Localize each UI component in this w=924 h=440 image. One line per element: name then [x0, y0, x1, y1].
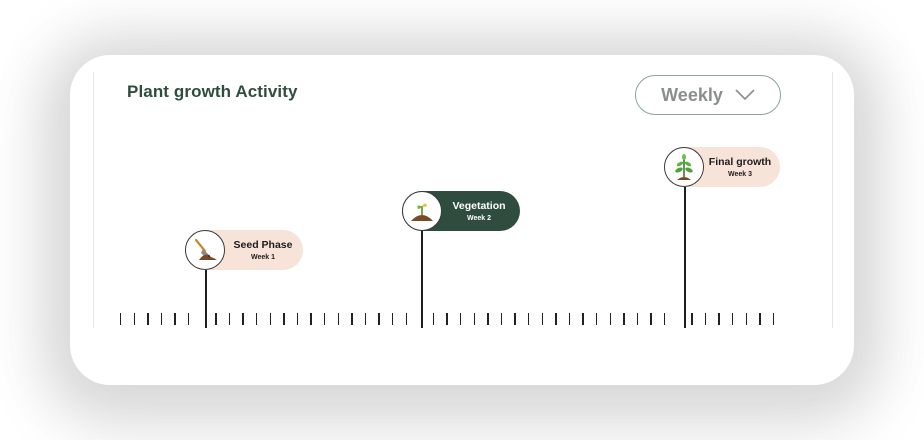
ruler-tick [120, 313, 122, 325]
ruler-tick [664, 313, 666, 325]
stage-week: Week 3 [728, 170, 752, 178]
ruler-tick [514, 313, 516, 325]
period-dropdown-value: Weekly [661, 84, 723, 105]
ruler-tick [609, 313, 611, 325]
ruler-tick [432, 313, 435, 325]
ruler-tick [310, 313, 312, 325]
period-dropdown[interactable]: Weekly [635, 75, 781, 115]
ruler-tick [555, 313, 557, 325]
stage-title: Final growth [708, 155, 772, 168]
ruler-tick [623, 313, 625, 325]
ruler-tick [174, 313, 176, 325]
ruler-tick [528, 313, 530, 325]
ruler-tick [269, 313, 271, 325]
ruler-tick [718, 313, 720, 325]
ruler-tick [364, 313, 367, 325]
page-title: Plant growth Activity [127, 82, 298, 101]
ruler-tick [487, 313, 489, 325]
ruler-tick [378, 313, 380, 325]
stage-week: Week 1 [251, 253, 275, 261]
ruler-tick [337, 313, 339, 325]
ruler-tick [759, 313, 761, 325]
stage-marker-line [205, 270, 207, 328]
ruler-tick [446, 313, 448, 325]
ruler-tick [636, 313, 639, 325]
grown-plant-icon [664, 147, 704, 187]
ruler-tick [242, 313, 244, 325]
ruler-tick [351, 313, 353, 325]
ruler-tick [405, 313, 407, 325]
ruler-tick [296, 313, 299, 325]
ruler-tick [256, 313, 258, 325]
shovel-soil-icon [185, 230, 225, 270]
stage-title: Vegetation [452, 199, 506, 212]
ruler-tick [500, 313, 503, 325]
ruler-tick [732, 313, 734, 325]
ruler-tick [188, 313, 190, 325]
ruler-tick [215, 313, 217, 325]
ruler-tick [147, 313, 149, 325]
stage-marker-line [421, 230, 423, 328]
ruler-tick [473, 313, 475, 325]
ruler-tick [283, 313, 285, 325]
ruler-tick [392, 313, 394, 325]
stage-title: Seed Phase [233, 238, 293, 251]
ruler-tick [704, 313, 707, 325]
ruler-tick [228, 313, 231, 325]
ruler-tick [691, 313, 693, 325]
stage-marker-line [684, 186, 686, 328]
ruler-tick [324, 313, 326, 325]
ruler-tick [160, 313, 163, 325]
ruler-tick [650, 313, 652, 325]
ruler-tick [596, 313, 598, 325]
ruler-tick [582, 313, 584, 325]
ruler-tick [772, 313, 775, 325]
sprout-icon [402, 191, 442, 231]
chevron-down-icon [735, 89, 755, 101]
ruler-tick [541, 313, 543, 325]
ruler-tick [568, 313, 571, 325]
timeline-ruler [94, 313, 832, 328]
ruler-tick [133, 313, 135, 325]
ruler-tick [460, 313, 462, 325]
ruler-tick [745, 313, 747, 325]
stage-week: Week 2 [467, 214, 491, 222]
activity-card: Plant growth Activity Weekly Seed Phase … [93, 72, 833, 328]
